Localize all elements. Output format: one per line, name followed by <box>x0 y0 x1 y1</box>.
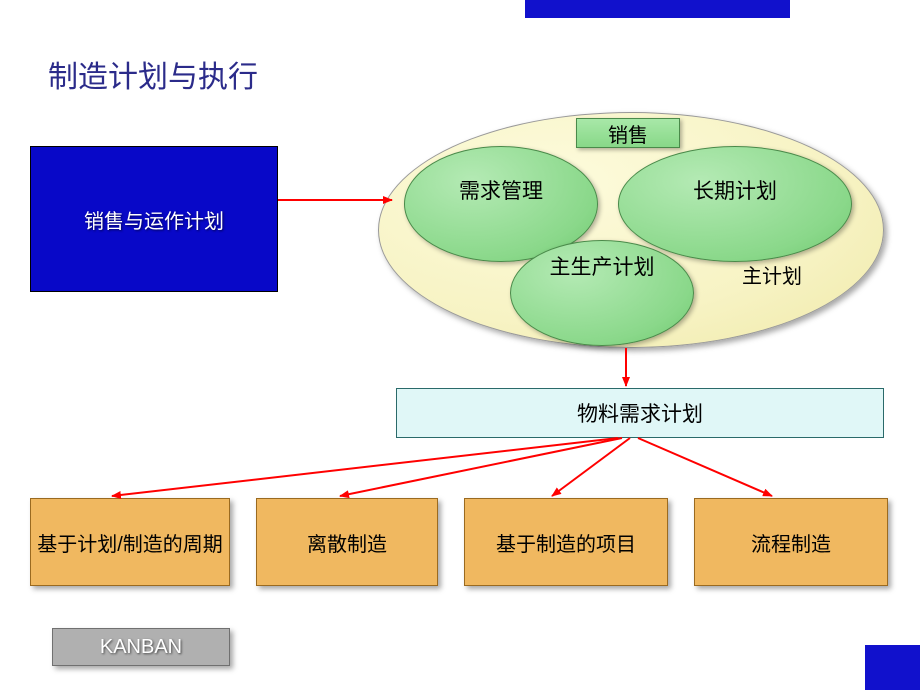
sales-rect: 销售 <box>576 118 680 148</box>
demand-management-label: 需求管理 <box>459 175 543 205</box>
arrow-mrp-to-box2 <box>552 438 630 496</box>
arrow-mrp-to-box1 <box>340 438 622 496</box>
sales-operations-plan-box: 销售与运作计划 <box>30 146 278 292</box>
sales-operations-plan-label: 销售与运作计划 <box>84 205 224 234</box>
bottom-box-3-label: 流程制造 <box>751 528 831 557</box>
mps-ellipse: 主生产计划 <box>510 240 694 346</box>
arrows-layer <box>0 0 920 690</box>
bottom-box-2: 基于制造的项目 <box>464 498 668 586</box>
bottom-box-0-label: 基于计划/制造的周期 <box>37 528 223 557</box>
mps-label: 主生产计划 <box>550 251 655 281</box>
slide-title: 制造计划与执行 <box>48 52 258 96</box>
sales-rect-label: 销售 <box>608 119 648 148</box>
arrow-mrp-to-box3 <box>638 438 772 496</box>
long-term-plan-label: 长期计划 <box>693 175 777 205</box>
bottom-box-3: 流程制造 <box>694 498 888 586</box>
bottom-box-1-label: 离散制造 <box>307 528 387 557</box>
kanban-box: KANBAN <box>52 628 230 666</box>
kanban-label: KANBAN <box>100 636 182 659</box>
bottom-box-1: 离散制造 <box>256 498 438 586</box>
long-term-plan-ellipse: 长期计划 <box>618 146 852 262</box>
bottom-box-2-label: 基于制造的项目 <box>496 528 636 557</box>
decor-bar-bottom <box>865 645 920 690</box>
mrp-label: 物料需求计划 <box>577 398 703 428</box>
mrp-box: 物料需求计划 <box>396 388 884 438</box>
bottom-box-0: 基于计划/制造的周期 <box>30 498 230 586</box>
decor-bar-top <box>525 0 790 18</box>
arrow-mrp-to-box0 <box>112 438 618 496</box>
master-plan-label: 主计划 <box>742 260 802 289</box>
